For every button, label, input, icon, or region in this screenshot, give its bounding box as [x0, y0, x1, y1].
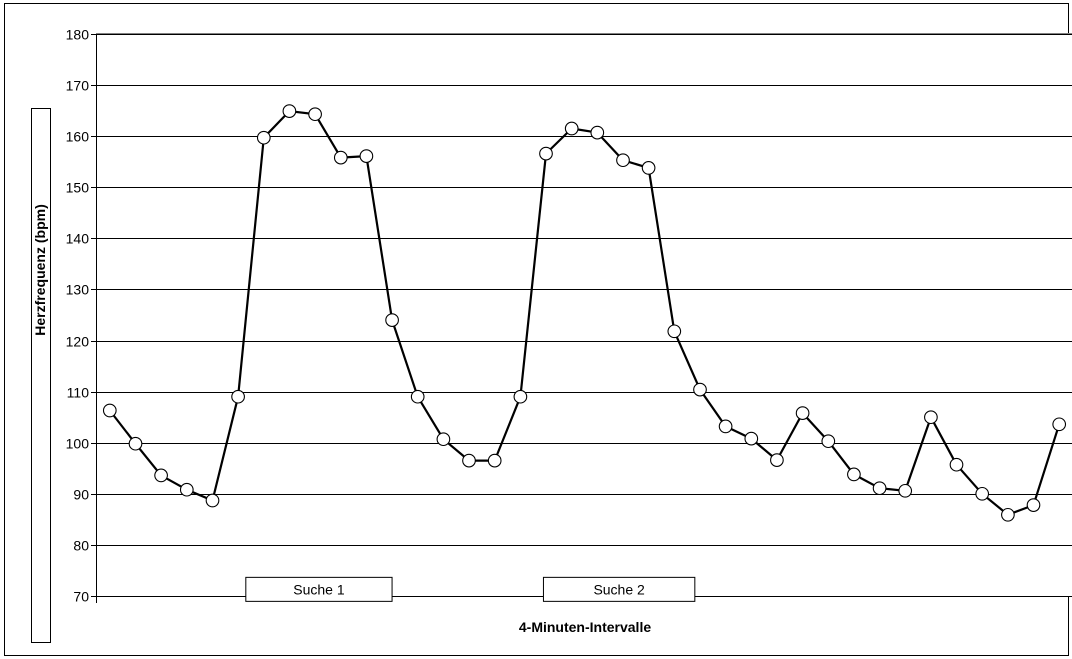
y-tick-label: 160	[66, 129, 90, 145]
data-point	[795, 406, 810, 420]
data-point	[462, 453, 476, 468]
y-tick-label: 150	[66, 180, 90, 196]
y-tick-label: 70	[73, 589, 89, 605]
data-point	[436, 432, 451, 447]
data-point	[718, 419, 733, 434]
annotations: Suche 1 Suche 2	[245, 576, 696, 602]
y-tick-label: 140	[66, 231, 90, 247]
data-point	[410, 389, 425, 404]
data-point	[898, 483, 913, 498]
y-axis-title: Herzfrequenz (bpm)	[32, 204, 48, 335]
y-tick-label: 110	[67, 385, 90, 401]
annotation-label-2: Suche 2	[593, 581, 645, 597]
data-point	[924, 410, 938, 425]
data-point	[564, 121, 579, 136]
data-point	[872, 481, 887, 496]
y-tick-label: 90	[73, 487, 89, 503]
data-point	[385, 313, 399, 327]
data-point	[539, 146, 553, 161]
y-axis-title-box	[31, 108, 51, 643]
data-point	[744, 431, 759, 446]
data-point	[102, 403, 117, 418]
plot-area	[96, 33, 1072, 597]
data-point	[590, 125, 605, 140]
data-point	[1001, 507, 1015, 522]
data-point	[847, 467, 861, 482]
x-axis-title: 4-Minuten-Intervalle	[519, 619, 651, 635]
data-point	[128, 436, 143, 451]
data-point	[1052, 417, 1067, 432]
markers	[102, 104, 1067, 522]
y-tick-label: 180	[66, 27, 90, 43]
data-point	[308, 107, 322, 122]
data-point	[282, 104, 297, 118]
data-point	[616, 153, 630, 168]
y-tick-labels: 70 80 90 100 110 120 130 140 150 160 170 180	[66, 27, 90, 605]
annotation-box-2	[542, 576, 696, 602]
data-point	[487, 453, 502, 468]
y-tick-label: 130	[66, 282, 90, 298]
annotation-box-1	[245, 576, 393, 602]
data-point	[693, 382, 707, 397]
data-point	[333, 150, 348, 165]
y-tick-label: 100	[66, 436, 90, 452]
data-point	[667, 324, 682, 339]
data-point	[359, 149, 374, 163]
annotation-label-1: Suche 1	[293, 581, 345, 597]
data-point	[821, 434, 836, 449]
data-point	[641, 161, 656, 175]
data-point	[949, 457, 964, 472]
data-point	[770, 453, 784, 467]
data-point	[513, 389, 528, 404]
data-point	[975, 486, 990, 501]
y-tick-label: 120	[66, 334, 90, 350]
data-point	[231, 389, 245, 404]
data-point	[179, 482, 194, 497]
data-point	[205, 493, 220, 508]
y-tick-label: 80	[73, 538, 89, 554]
data-point	[256, 130, 271, 145]
data-point	[1026, 498, 1041, 512]
data-point	[154, 468, 168, 483]
y-tick-label: 170	[66, 78, 90, 94]
